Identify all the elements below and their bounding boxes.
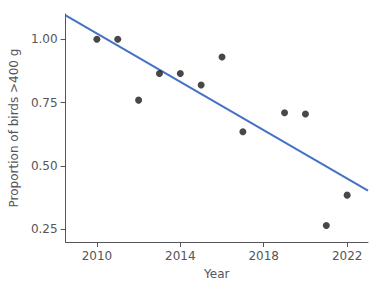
svg-text:2018: 2018 [248,249,279,263]
svg-text:1.00: 1.00 [31,32,58,46]
svg-text:2010: 2010 [82,249,113,263]
svg-text:2022: 2022 [332,249,363,263]
svg-text:0.50: 0.50 [31,159,58,173]
svg-text:Year: Year [203,267,229,281]
svg-text:Proportion of birds >400 g: Proportion of birds >400 g [7,49,21,208]
svg-text:0.25: 0.25 [31,222,58,236]
svg-text:0.75: 0.75 [31,96,58,110]
svg-text:2014: 2014 [165,249,196,263]
